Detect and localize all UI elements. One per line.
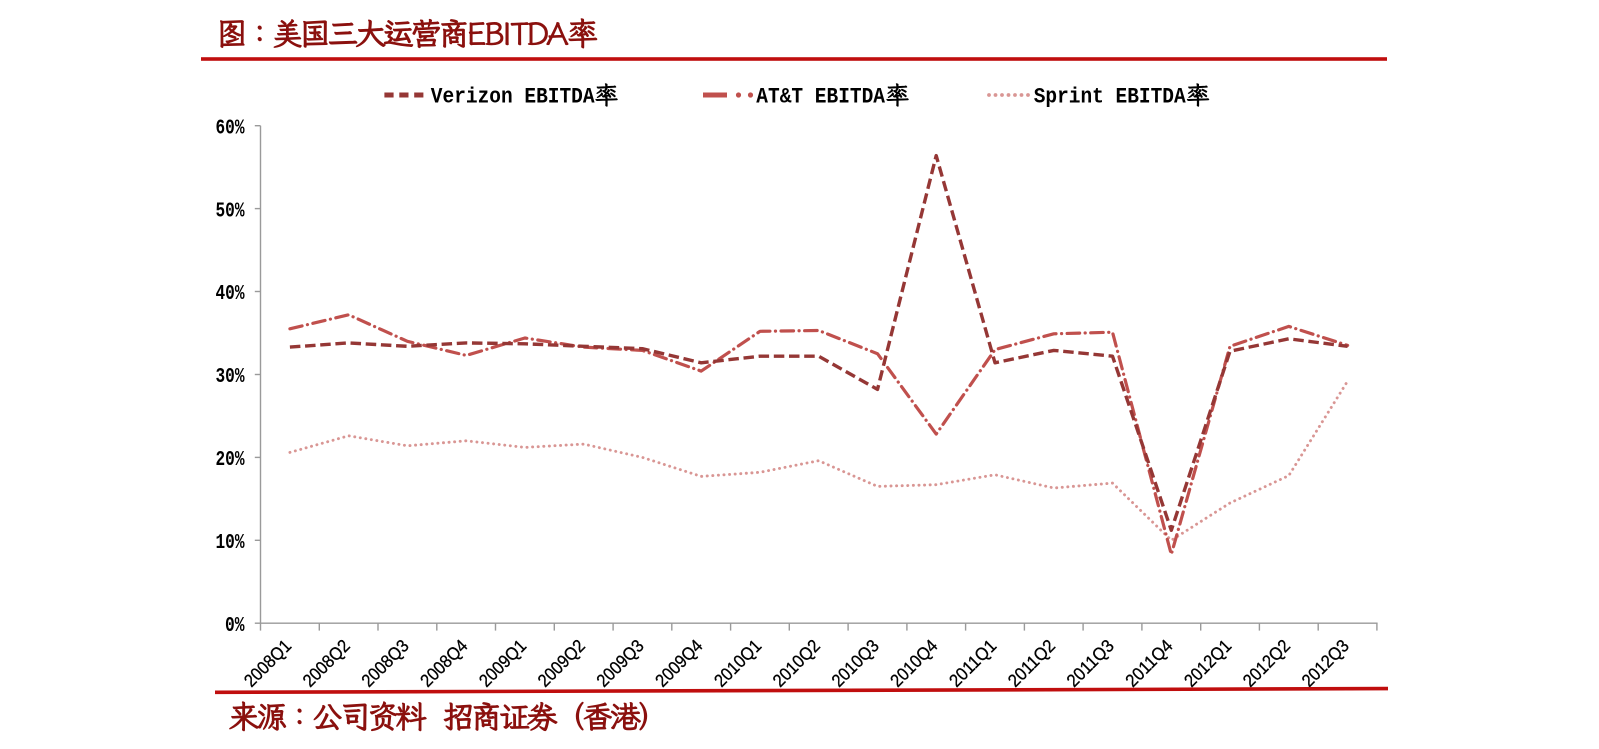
- svg-text:2008Q3: 2008Q3: [358, 636, 413, 691]
- svg-text:2010Q3: 2010Q3: [828, 636, 883, 691]
- svg-text:2008Q1: 2008Q1: [240, 636, 295, 691]
- svg-text:2009Q4: 2009Q4: [651, 636, 706, 691]
- svg-text:0%: 0%: [225, 615, 245, 638]
- svg-text:2011Q4: 2011Q4: [1121, 636, 1176, 691]
- svg-text:2008Q2: 2008Q2: [299, 636, 354, 691]
- svg-text:2012Q2: 2012Q2: [1239, 636, 1294, 691]
- svg-text:2010Q2: 2010Q2: [769, 636, 824, 691]
- svg-text:30%: 30%: [216, 366, 245, 389]
- svg-text:10%: 10%: [216, 532, 245, 555]
- svg-text:Sprint EBITDA: Sprint EBITDA: [1034, 85, 1187, 110]
- svg-text:2011Q1: 2011Q1: [945, 636, 1000, 691]
- svg-text:2009Q3: 2009Q3: [593, 636, 648, 691]
- svg-text:2012Q3: 2012Q3: [1298, 636, 1353, 691]
- svg-text:2008Q4: 2008Q4: [416, 636, 471, 691]
- svg-text:2010Q4: 2010Q4: [886, 636, 941, 691]
- svg-text:20%: 20%: [216, 449, 245, 472]
- svg-text:2012Q1: 2012Q1: [1180, 636, 1235, 691]
- svg-text:2009Q1: 2009Q1: [475, 636, 530, 691]
- svg-text:2010Q1: 2010Q1: [710, 636, 765, 691]
- svg-text:2011Q2: 2011Q2: [1004, 636, 1059, 691]
- svg-text:50%: 50%: [216, 200, 245, 223]
- svg-text:2009Q2: 2009Q2: [534, 636, 589, 691]
- svg-text:2011Q3: 2011Q3: [1063, 636, 1118, 691]
- svg-text:60%: 60%: [216, 117, 245, 140]
- svg-text:AT&T EBITDA: AT&T EBITDA: [756, 85, 885, 110]
- svg-text:40%: 40%: [216, 283, 245, 306]
- svg-text:Verizon EBITDA: Verizon EBITDA: [431, 85, 595, 110]
